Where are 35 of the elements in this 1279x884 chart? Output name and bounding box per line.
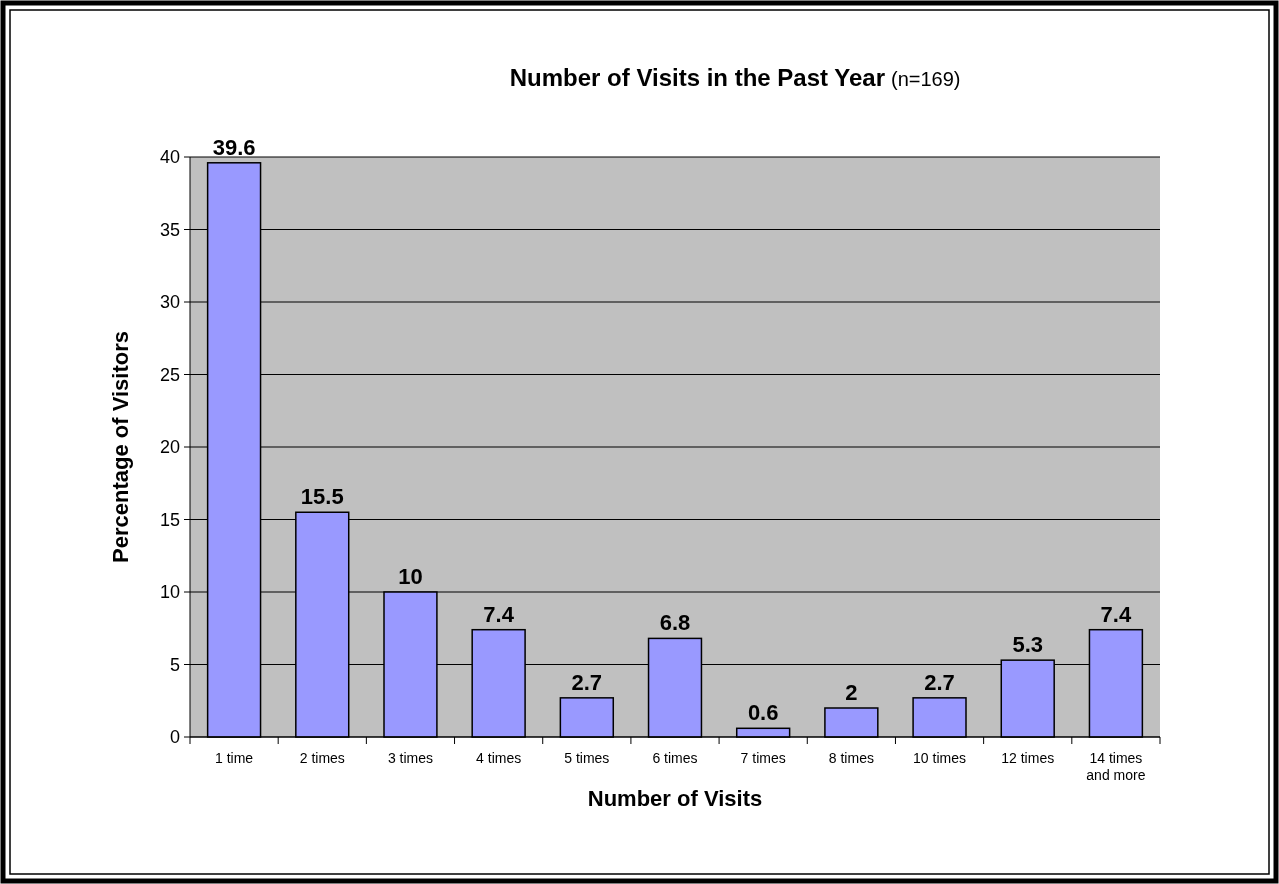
- x-tick-label: 7 times: [740, 750, 786, 766]
- data-label: 39.6: [212, 134, 256, 160]
- data-label: 2: [845, 680, 858, 705]
- data-label: 2.7: [571, 669, 603, 695]
- data-label: 5.3: [1012, 632, 1044, 658]
- data-label: 0.6: [747, 700, 779, 726]
- y-tick-label: 25: [159, 364, 180, 385]
- x-tick-label: 1 time: [215, 750, 254, 766]
- y-tick-label: 10: [159, 582, 180, 603]
- chart-subtitle: (n=169): [891, 68, 961, 90]
- x-tick-label: 2 times: [299, 750, 345, 766]
- x-tick-label: 10 times: [913, 750, 967, 766]
- data-label: 7.4: [483, 601, 515, 627]
- data-label: 6.8: [659, 610, 691, 636]
- data-label: 7.4: [1100, 601, 1132, 627]
- data-label: 15.5: [300, 484, 344, 510]
- y-tick-label: 15: [159, 509, 180, 530]
- y-tick-label: 20: [159, 437, 180, 458]
- y-tick-label: 0: [169, 727, 180, 748]
- x-tick-label: 12 times: [1001, 750, 1055, 766]
- y-tick-label: 40: [159, 147, 180, 168]
- x-tick-label: 6 times: [652, 750, 698, 766]
- x-tick-label: 4 times: [476, 750, 522, 766]
- y-tick-label: 30: [159, 292, 180, 313]
- y-tick-label: 5: [169, 654, 180, 675]
- y-tick-label: 35: [159, 219, 180, 240]
- x-axis-title: Number of Visits: [587, 786, 763, 811]
- x-tick-label: 5 times: [564, 750, 610, 766]
- x-tick-label: 8 times: [828, 750, 874, 766]
- data-label: 10: [398, 564, 423, 589]
- x-tick-label: 14 times and more: [1086, 750, 1146, 783]
- x-tick-label: 3 times: [387, 750, 434, 766]
- data-label: 2.7: [924, 669, 955, 695]
- y-axis-title: Percentage of Visitors: [108, 331, 133, 563]
- chart-title: Number of Visits in the Past Year: [509, 64, 885, 91]
